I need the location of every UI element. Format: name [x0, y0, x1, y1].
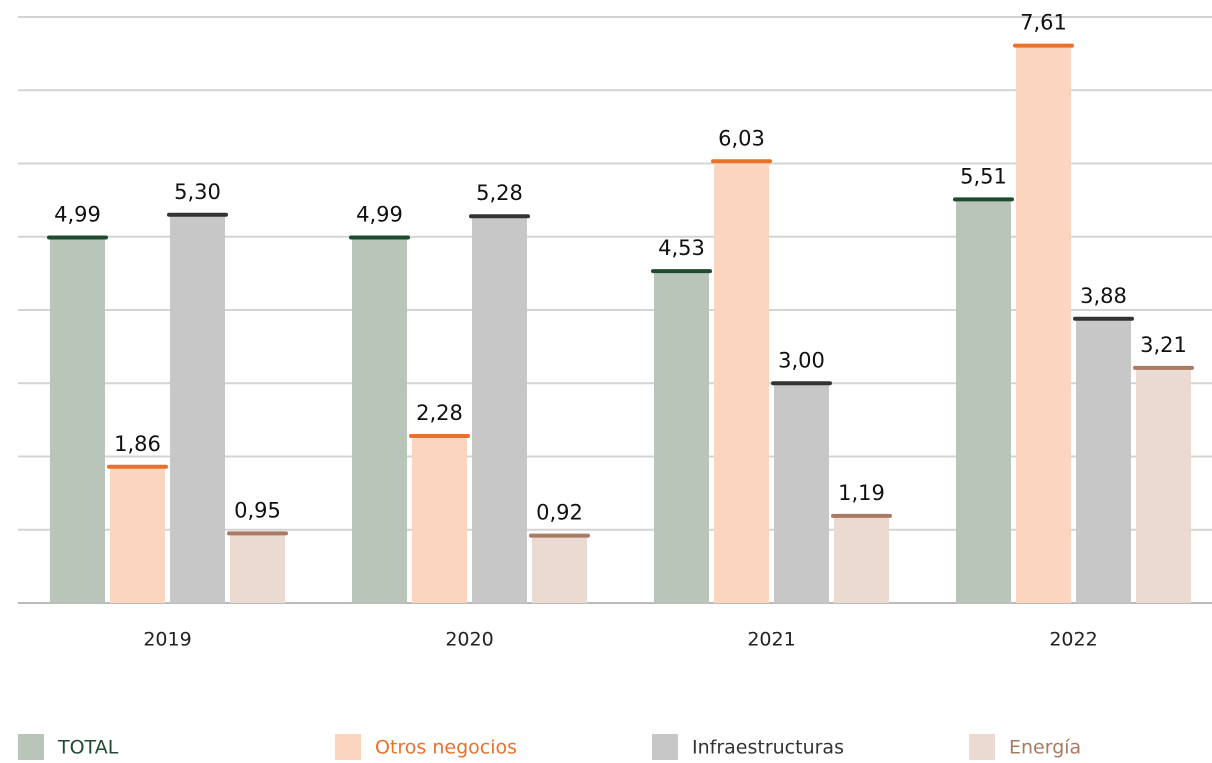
bar	[412, 435, 467, 603]
bar	[170, 214, 225, 603]
bar	[654, 271, 709, 603]
legend-label: Otros negocios	[375, 737, 517, 759]
x-tick-label: 2022	[1049, 629, 1097, 651]
x-tick-label: 2019	[143, 629, 191, 651]
value-label: 0,95	[234, 498, 281, 522]
value-label: 4,99	[54, 202, 101, 226]
bar	[110, 466, 165, 603]
bar	[230, 533, 285, 603]
x-tick-label: 2020	[445, 629, 493, 651]
legend-swatch	[18, 734, 44, 760]
x-tick-label: 2021	[747, 629, 795, 651]
value-label: 4,53	[658, 236, 705, 260]
legend-label: Infraestructuras	[692, 737, 844, 759]
value-label: 5,51	[960, 164, 1007, 188]
value-label: 1,86	[114, 432, 161, 456]
value-label: 7,61	[1020, 11, 1067, 35]
value-label: 5,28	[476, 181, 523, 205]
value-label: 6,03	[718, 126, 765, 150]
legend-swatch	[652, 734, 678, 760]
bar	[532, 535, 587, 603]
bar	[1136, 367, 1191, 603]
legend-swatch	[335, 734, 361, 760]
bar	[956, 199, 1011, 603]
bar	[1076, 318, 1131, 603]
bar	[1016, 45, 1071, 603]
value-label: 1,19	[838, 481, 885, 505]
value-label: 4,99	[356, 202, 403, 226]
bar	[472, 216, 527, 604]
bar	[50, 237, 105, 604]
value-label: 0,92	[536, 501, 583, 525]
legend-label: Energía	[1009, 737, 1081, 759]
bar	[352, 237, 407, 604]
value-label: 3,21	[1140, 333, 1187, 357]
bar	[774, 383, 829, 603]
legend-label: TOTAL	[57, 737, 119, 759]
bar	[714, 161, 769, 604]
value-label: 2,28	[416, 401, 463, 425]
bar	[834, 515, 889, 603]
value-label: 3,00	[778, 348, 825, 372]
value-label: 3,88	[1080, 284, 1127, 308]
legend-swatch	[969, 734, 995, 760]
value-label: 5,30	[174, 180, 221, 204]
